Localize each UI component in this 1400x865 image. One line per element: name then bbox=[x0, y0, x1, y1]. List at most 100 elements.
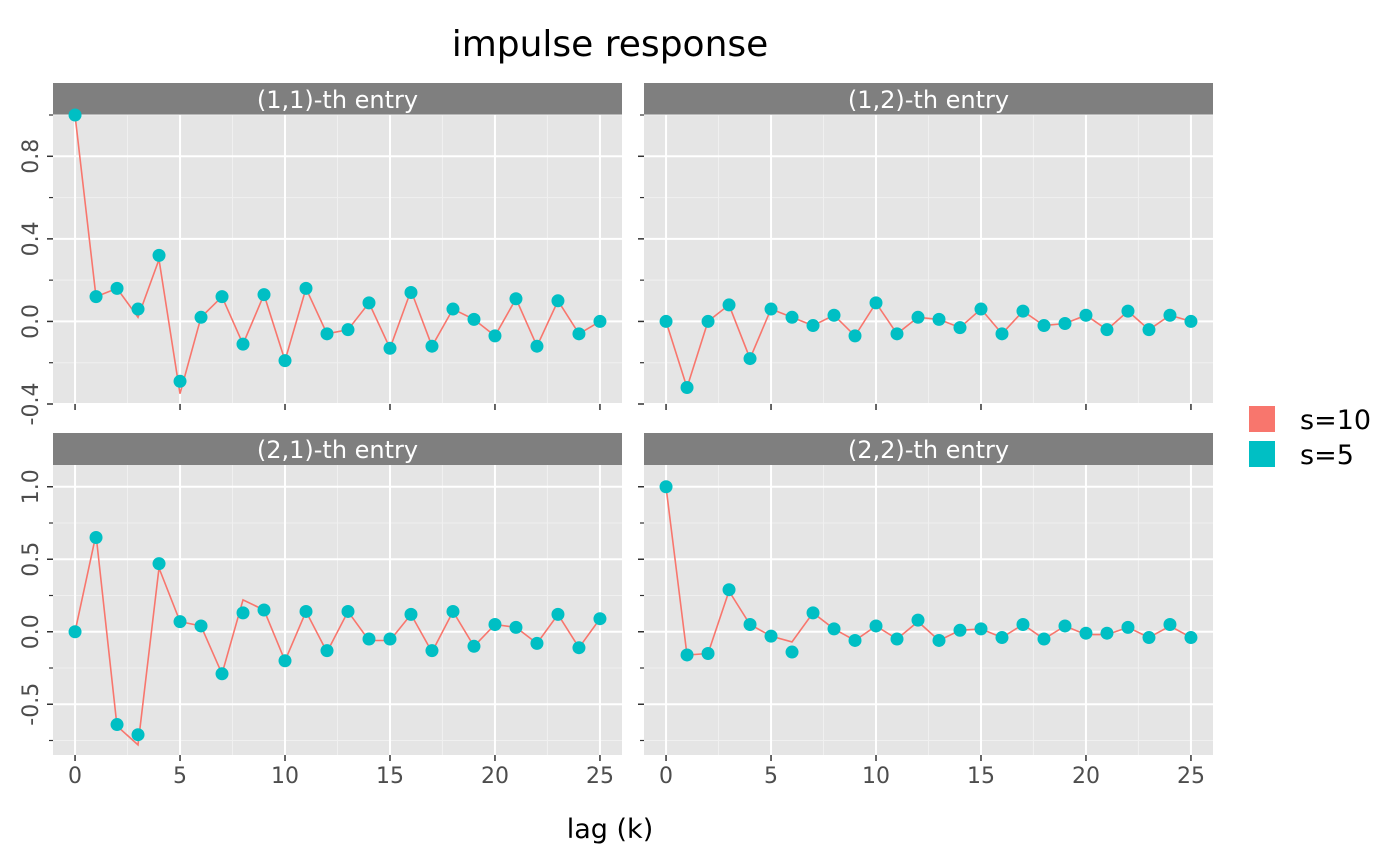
data-point-s5 bbox=[1184, 314, 1198, 328]
data-point-s5 bbox=[1058, 316, 1072, 330]
x-tick-label: 25 bbox=[586, 764, 614, 789]
panel: (2,2)-th entry 0 5 10 15 20 25 bbox=[638, 433, 1213, 789]
data-point-s5 bbox=[425, 644, 439, 658]
data-point-s5 bbox=[1037, 632, 1051, 646]
panel-strip bbox=[644, 83, 1213, 115]
data-point-s5 bbox=[383, 341, 397, 355]
data-point-s5 bbox=[530, 636, 544, 650]
data-point-s5 bbox=[890, 632, 904, 646]
legend-key bbox=[1249, 406, 1275, 432]
data-point-s5 bbox=[404, 286, 418, 300]
data-point-s5 bbox=[446, 302, 460, 316]
data-point-s5 bbox=[215, 667, 229, 681]
data-point-s5 bbox=[467, 639, 481, 653]
data-point-s5 bbox=[1058, 619, 1072, 633]
data-point-s5 bbox=[848, 633, 862, 647]
y-tick-label: 0.5 bbox=[19, 542, 44, 577]
data-point-s5 bbox=[827, 622, 841, 636]
x-tick-label: 15 bbox=[376, 764, 404, 789]
x-tick-label: 0 bbox=[659, 764, 673, 789]
data-point-s5 bbox=[194, 310, 208, 324]
x-tick-label: 25 bbox=[1177, 764, 1205, 789]
data-point-s5 bbox=[869, 619, 883, 633]
y-tick-label: -0.5 bbox=[19, 683, 44, 726]
data-point-s5 bbox=[551, 294, 565, 308]
data-point-s5 bbox=[1100, 323, 1114, 337]
data-point-s5 bbox=[1016, 618, 1030, 631]
data-point-s5 bbox=[1016, 304, 1030, 318]
data-point-s5 bbox=[680, 648, 694, 662]
data-point-s5 bbox=[659, 314, 673, 328]
data-point-s5 bbox=[215, 290, 229, 304]
data-point-s5 bbox=[341, 604, 355, 618]
data-point-s5 bbox=[722, 298, 736, 312]
panel-strip-label: (2,2)-th entry bbox=[848, 436, 1009, 464]
y-tick-label: 0.4 bbox=[19, 221, 44, 256]
data-point-s5 bbox=[278, 654, 292, 668]
data-point-s5 bbox=[404, 607, 418, 621]
chart-title: impulse response bbox=[452, 24, 769, 65]
data-point-s5 bbox=[320, 327, 334, 341]
data-point-s5 bbox=[362, 296, 376, 310]
panel: (1,1)-th entry -0.4 0.0 0.4 0.8 bbox=[19, 83, 622, 425]
data-point-s5 bbox=[764, 302, 778, 316]
data-point-s5 bbox=[152, 557, 166, 571]
data-point-s5 bbox=[932, 312, 946, 326]
x-tick-label: 10 bbox=[862, 764, 890, 789]
data-point-s5 bbox=[236, 337, 250, 351]
facet-panels: (1,1)-th entry -0.4 0.0 0.4 0.8 (1,2)-th entr… bbox=[19, 83, 1213, 789]
data-point-s5 bbox=[488, 618, 502, 631]
data-point-s5 bbox=[701, 314, 715, 328]
data-point-s5 bbox=[572, 327, 586, 341]
data-point-s5 bbox=[362, 632, 376, 646]
data-point-s5 bbox=[848, 329, 862, 343]
data-point-s5 bbox=[593, 314, 607, 328]
data-point-s5 bbox=[953, 321, 967, 335]
data-point-s5 bbox=[68, 625, 82, 639]
data-point-s5 bbox=[785, 645, 799, 659]
data-point-s5 bbox=[680, 380, 694, 394]
data-point-s5 bbox=[722, 583, 736, 597]
data-point-s5 bbox=[299, 281, 313, 295]
x-tick-label: 10 bbox=[271, 764, 299, 789]
x-tick-label: 0 bbox=[68, 764, 82, 789]
data-point-s5 bbox=[320, 644, 334, 658]
data-point-s5 bbox=[953, 623, 967, 637]
data-point-s5 bbox=[1037, 319, 1051, 333]
data-point-s5 bbox=[467, 312, 481, 326]
x-tick-label: 20 bbox=[481, 764, 509, 789]
y-tick-label: 0.8 bbox=[19, 139, 44, 174]
panel-strip bbox=[53, 83, 622, 115]
data-point-s5 bbox=[911, 310, 925, 324]
data-point-s5 bbox=[659, 480, 673, 494]
panel-strip-label: (2,1)-th entry bbox=[257, 436, 418, 464]
data-point-s5 bbox=[110, 718, 124, 732]
y-tick-label: -0.4 bbox=[19, 383, 44, 426]
data-point-s5 bbox=[572, 641, 586, 655]
data-point-s5 bbox=[488, 329, 502, 343]
legend-label: s=10 bbox=[1300, 405, 1371, 436]
x-tick-label: 15 bbox=[967, 764, 995, 789]
data-point-s5 bbox=[701, 647, 715, 660]
y-tick-label: 1.0 bbox=[19, 469, 44, 504]
data-point-s5 bbox=[383, 632, 397, 646]
data-point-s5 bbox=[974, 302, 988, 316]
panel: (1,2)-th entry bbox=[638, 83, 1213, 410]
data-point-s5 bbox=[278, 354, 292, 368]
data-point-s5 bbox=[425, 339, 439, 353]
data-point-s5 bbox=[806, 606, 820, 620]
data-point-s5 bbox=[1163, 308, 1177, 322]
panel-strip bbox=[53, 433, 622, 465]
data-point-s5 bbox=[152, 248, 166, 262]
data-point-s5 bbox=[743, 352, 757, 366]
panel-strip-label: (1,1)-th entry bbox=[257, 86, 418, 114]
data-point-s5 bbox=[551, 607, 565, 621]
data-point-s5 bbox=[1121, 304, 1135, 318]
panel-strip bbox=[644, 433, 1213, 465]
panel: (2,1)-th entry 0 5 10 15 20 25 -0.5 0.0 0.5 1.0 bbox=[19, 433, 622, 789]
data-point-s5 bbox=[974, 622, 988, 636]
data-point-s5 bbox=[89, 531, 103, 544]
data-point-s5 bbox=[785, 310, 799, 324]
data-point-s5 bbox=[89, 290, 103, 304]
data-point-s5 bbox=[257, 603, 271, 617]
